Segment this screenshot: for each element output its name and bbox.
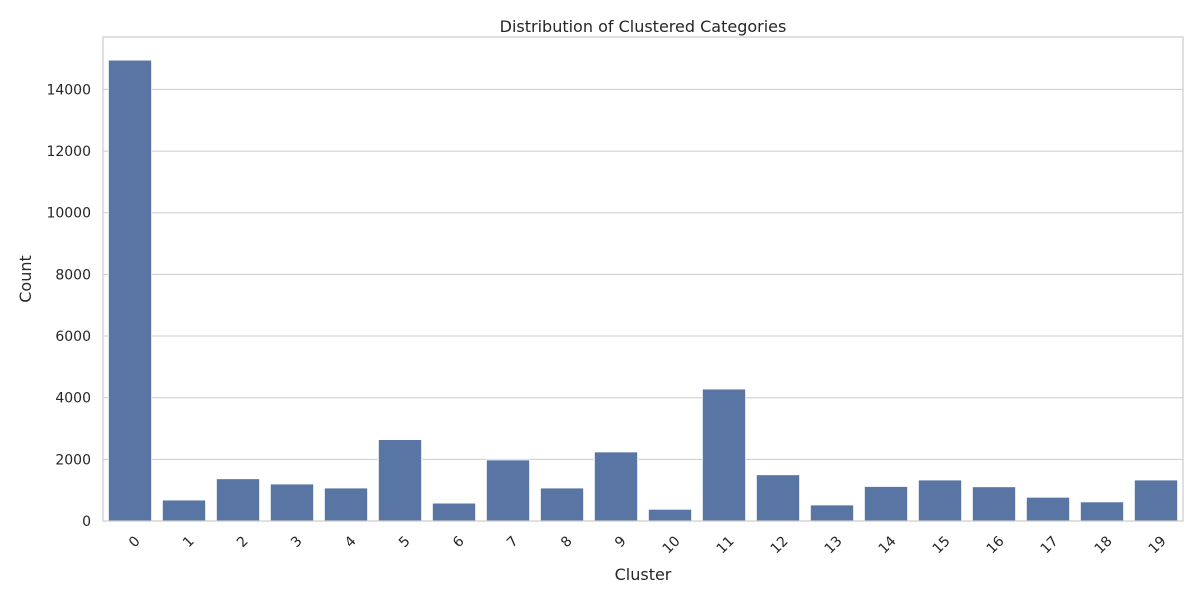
x-tick-label: 3 [288, 533, 306, 551]
x-tick-label: 0 [126, 533, 144, 551]
x-tick-label: 18 [1092, 533, 1116, 557]
x-tick-label: 17 [1038, 533, 1062, 557]
x-tick-label: 16 [984, 533, 1008, 557]
x-tick-labels: 0 1 2 3 4 5 6 7 8 9 10 11 12 13 14 15 16 17 18 19 [126, 533, 1170, 557]
bar-cluster-19 [1134, 479, 1179, 522]
x-tick-label: 7 [504, 533, 522, 551]
y-tick-label: 14000 [46, 82, 91, 98]
bar-cluster-7 [485, 459, 530, 522]
x-tick-label: 4 [342, 533, 360, 551]
x-tick-label: 10 [660, 533, 684, 557]
bar-cluster-2 [215, 478, 260, 522]
y-tick-label: 12000 [46, 144, 91, 160]
bar-cluster-12 [756, 474, 801, 522]
x-tick-label: 13 [822, 533, 846, 557]
y-tick-labels: 0 2000 4000 6000 8000 10000 12000 14000 [46, 82, 91, 530]
x-tick-label: 19 [1146, 533, 1170, 557]
bars [108, 59, 1179, 522]
chart-title: Distribution of Clustered Categories [500, 17, 787, 36]
x-tick-label: 2 [234, 533, 252, 551]
bar-cluster-17 [1026, 496, 1071, 522]
bar-cluster-14 [864, 486, 909, 522]
bar-cluster-3 [269, 483, 314, 522]
x-tick-label: 15 [930, 533, 954, 557]
y-tick-label: 2000 [55, 452, 91, 468]
bar-cluster-4 [323, 487, 368, 522]
y-tick-label: 10000 [46, 206, 91, 222]
bar-cluster-5 [377, 439, 422, 522]
bar-cluster-11 [702, 388, 747, 522]
y-gridlines [103, 88, 1183, 522]
bar-cluster-0 [108, 59, 153, 522]
bar-cluster-1 [161, 499, 206, 522]
y-tick-label: 4000 [55, 391, 91, 407]
x-axis-label: Cluster [615, 565, 672, 584]
x-tick-label: 1 [180, 533, 198, 551]
bar-cluster-13 [810, 504, 855, 522]
bar-cluster-10 [648, 508, 693, 522]
bar-cluster-6 [431, 502, 476, 522]
y-tick-label: 0 [82, 514, 91, 530]
plot-frame [102, 36, 1184, 522]
bar-cluster-8 [540, 487, 585, 522]
y-tick-label: 8000 [55, 267, 91, 283]
bar-cluster-16 [972, 486, 1017, 522]
bar-cluster-9 [594, 451, 639, 522]
x-tick-label: 14 [876, 533, 900, 557]
y-axis-label: Count [16, 255, 35, 303]
x-tick-label: 9 [612, 533, 630, 551]
y-tick-label: 6000 [55, 329, 91, 345]
x-tick-label: 6 [450, 533, 468, 551]
x-tick-label: 8 [558, 533, 576, 551]
bar-cluster-18 [1080, 501, 1125, 522]
x-tick-label: 11 [714, 533, 738, 557]
bar-cluster-15 [918, 479, 963, 522]
x-tick-label: 12 [768, 533, 792, 557]
x-tick-label: 5 [396, 533, 414, 551]
